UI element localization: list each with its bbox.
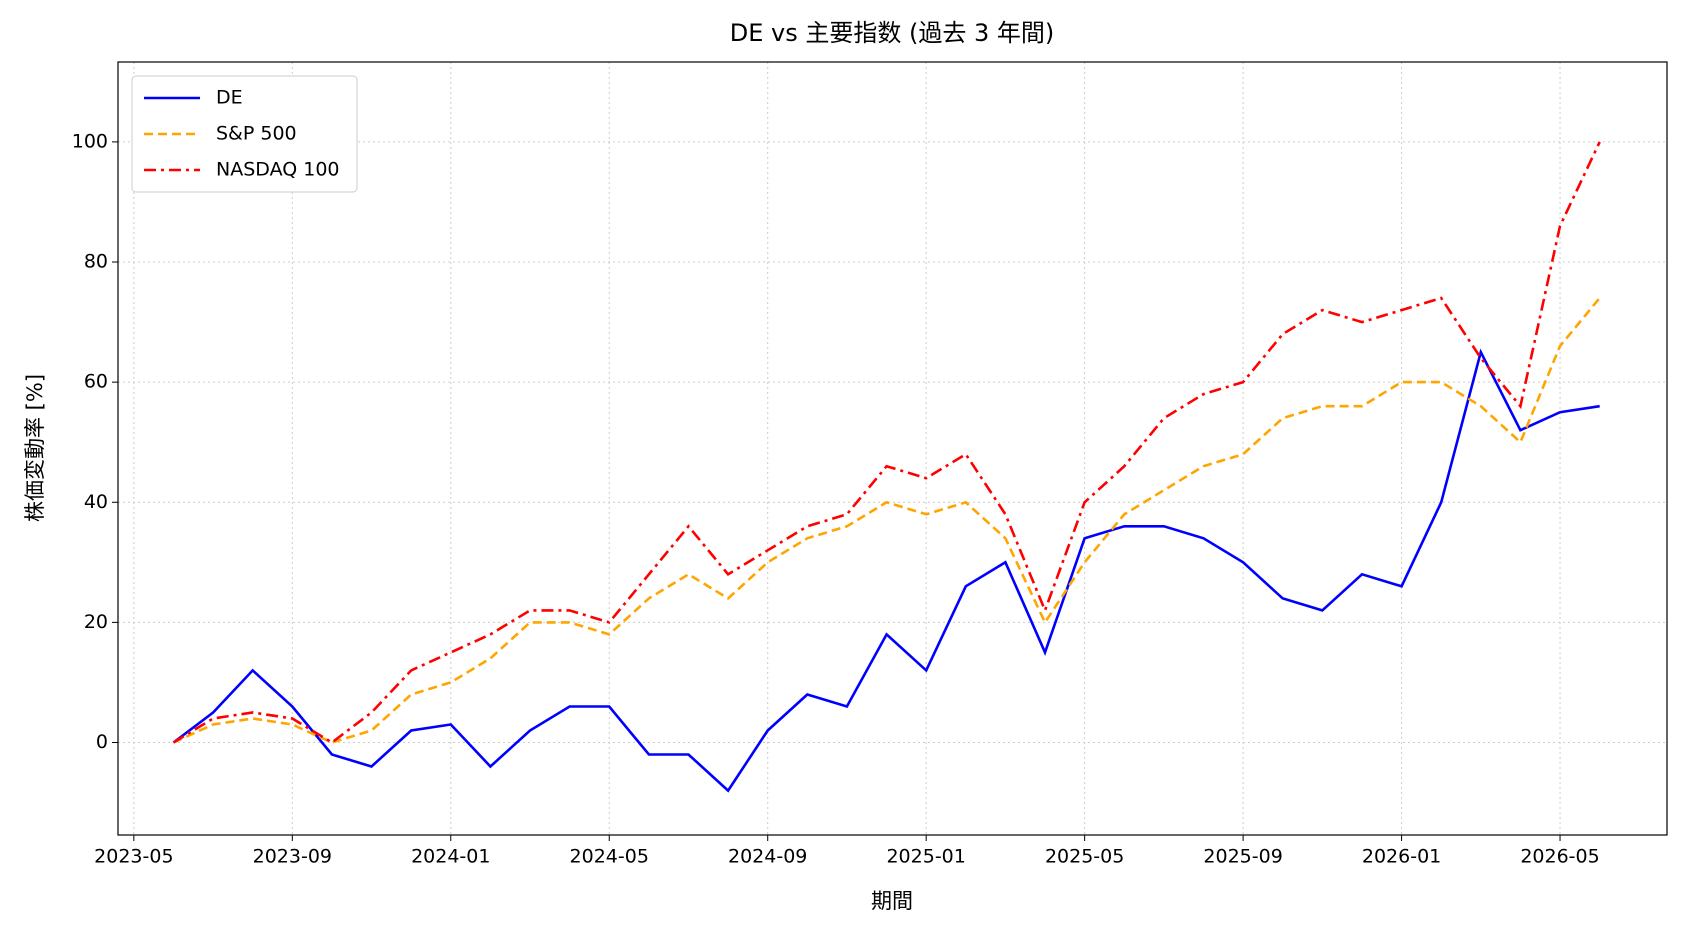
series-line [172, 141, 1601, 745]
x-tick-label: 2024-01 [411, 846, 490, 868]
x-tick-label: 2024-09 [728, 846, 807, 868]
x-tick-label: 2023-05 [94, 846, 173, 868]
y-tick-label: 20 [84, 611, 108, 633]
x-tick-label: 2025-09 [1203, 846, 1282, 868]
legend-label: NASDAQ 100 [216, 159, 340, 181]
x-tick-label: 2024-05 [570, 846, 649, 868]
x-tick-label: 2025-01 [886, 846, 965, 868]
x-tick-label: 2026-05 [1520, 846, 1599, 868]
x-axis-label: 期間 [871, 889, 913, 913]
chart-title: DE vs 主要指数 (過去 3 年間) [730, 19, 1055, 47]
y-tick-label: 80 [84, 251, 108, 273]
x-tick-label: 2025-05 [1045, 846, 1124, 868]
series-line [172, 297, 1601, 744]
x-tick-label: 2026-01 [1362, 846, 1441, 868]
series-line [172, 348, 1600, 793]
x-tick-label: 2023-09 [253, 846, 332, 868]
y-tick-label: 40 [84, 491, 108, 513]
legend-box [131, 75, 358, 193]
y-tick-label: 100 [72, 130, 108, 152]
plot-frame [117, 61, 1668, 836]
legend-label: S&P 500 [216, 123, 297, 145]
y-axis-label: 株価変動率 [%] [23, 374, 47, 522]
legend-label: DE [216, 87, 243, 109]
y-tick-label: 0 [96, 731, 108, 753]
y-tick-label: 60 [84, 371, 108, 393]
